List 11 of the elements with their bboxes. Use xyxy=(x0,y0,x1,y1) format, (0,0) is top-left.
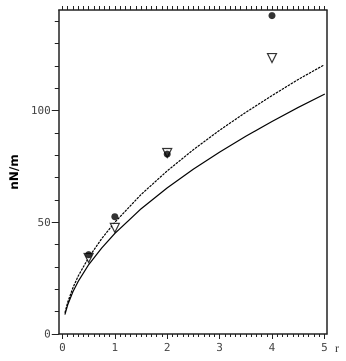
y-tick-label: 100 xyxy=(30,104,51,118)
x-tick-label: 1 xyxy=(112,341,118,354)
x-tick-label: 3 xyxy=(216,341,223,354)
x-tick-label: 5 xyxy=(321,341,328,354)
x-tick-label: 0 xyxy=(59,341,66,354)
y-tick-label: 0 xyxy=(44,328,51,340)
x-axis-title: r xyxy=(335,341,339,355)
x-tick-label: 4 xyxy=(268,341,276,354)
y-axis-title: nN/m xyxy=(7,154,21,190)
y-tick-label: 50 xyxy=(38,216,51,229)
x-tick-label: 2 xyxy=(164,341,171,354)
